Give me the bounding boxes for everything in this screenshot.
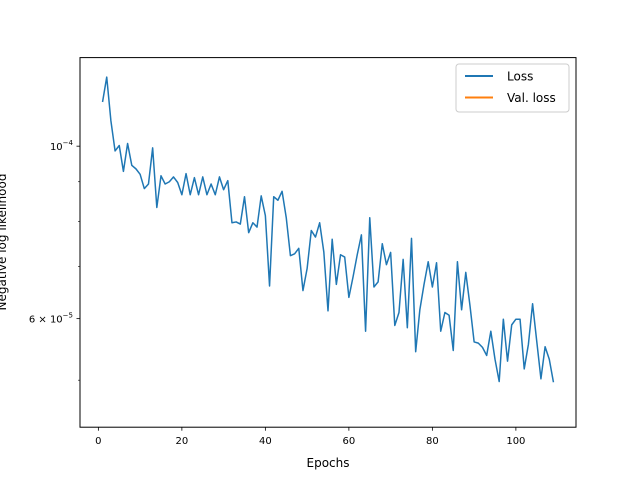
y-tick-label: 10−4 xyxy=(50,139,74,153)
x-tick-label: 40 xyxy=(259,436,272,447)
legend-label-val-loss: Val. loss xyxy=(507,91,556,105)
x-tick-label: 20 xyxy=(176,436,189,447)
x-tick-label: 80 xyxy=(426,436,439,447)
x-tick-label: 100 xyxy=(506,436,525,447)
series-line-loss xyxy=(101,76,555,383)
y-tick-label: 6 × 10−5 xyxy=(29,312,73,326)
plot-frame xyxy=(79,57,577,428)
legend-label-loss: Loss xyxy=(507,70,533,84)
y-axis: 10−4 6 × 10−5 xyxy=(29,139,80,381)
plot-lines xyxy=(101,76,555,383)
x-tick-label: 60 xyxy=(343,436,356,447)
y-axis-label: Negative log likelihood xyxy=(0,174,9,311)
x-tick-label: 0 xyxy=(95,436,101,447)
x-axis: 0 20 40 60 80 100 xyxy=(95,427,525,447)
x-axis-label: Epochs xyxy=(307,456,350,470)
legend: Loss Val. loss xyxy=(455,63,570,113)
